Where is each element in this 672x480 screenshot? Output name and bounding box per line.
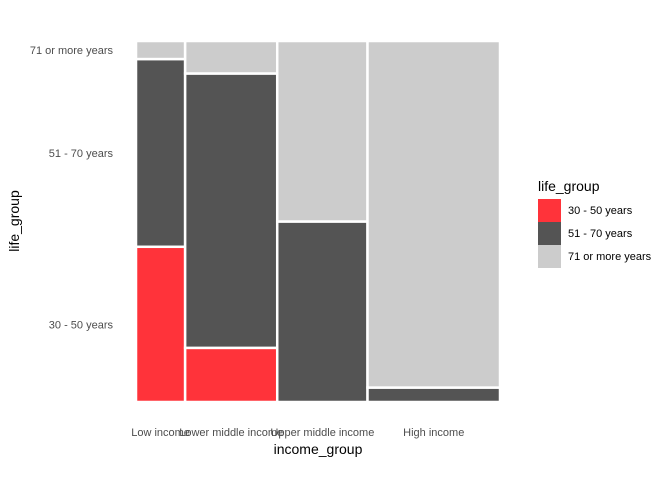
y-tick-51-70-years: 51 - 70 years — [49, 148, 114, 160]
y-tick-30-50-years: 30 - 50 years — [49, 319, 114, 331]
tile-lower-middle-income-30-50-years — [183, 346, 279, 404]
tile-low-income-71-or-more-years — [134, 39, 187, 61]
tile-upper-middle-income-71-or-more-years — [275, 39, 369, 223]
tile-high-income-71-or-more-years — [366, 39, 502, 389]
tile-high-income-51-70-years — [366, 386, 502, 404]
legend-key-30-50-years — [538, 199, 561, 222]
tile-lower-middle-income-71-or-more-years — [183, 39, 279, 75]
tile-low-income-30-50-years — [134, 245, 187, 404]
legend-title: life_group — [538, 178, 600, 194]
x-tick-upper-middle-income: Upper middle income — [270, 427, 374, 439]
y-tick-71-or-more-years: 71 or more years — [30, 45, 114, 57]
x-axis-title: income_group — [274, 441, 363, 457]
y-axis-ticks: 30 - 50 years 51 - 70 years 71 or more yea… — [30, 45, 114, 331]
tile-low-income-51-70-years — [134, 57, 187, 249]
x-tick-low-income: Low income — [131, 427, 190, 439]
tile-upper-middle-income-51-70-years — [275, 220, 369, 404]
x-tick-high-income: High income — [403, 427, 464, 439]
legend-label-30-50-years: 30 - 50 years — [568, 205, 633, 217]
x-tick-lower-middle-income: Lower middle income — [179, 427, 283, 439]
tile-lower-middle-income-51-70-years — [183, 72, 279, 350]
legend-key-71-or-more-years — [538, 245, 561, 268]
legend-label-51-70-years: 51 - 70 years — [568, 228, 633, 240]
chart-bars — [134, 39, 502, 404]
y-axis-title: life_group — [6, 190, 22, 252]
legend-label-71-or-more-years: 71 or more years — [568, 251, 652, 263]
legend-key-51-70-years — [538, 222, 561, 245]
legend: life_group 30 - 50 years 51 - 70 years 71 … — [538, 178, 652, 268]
